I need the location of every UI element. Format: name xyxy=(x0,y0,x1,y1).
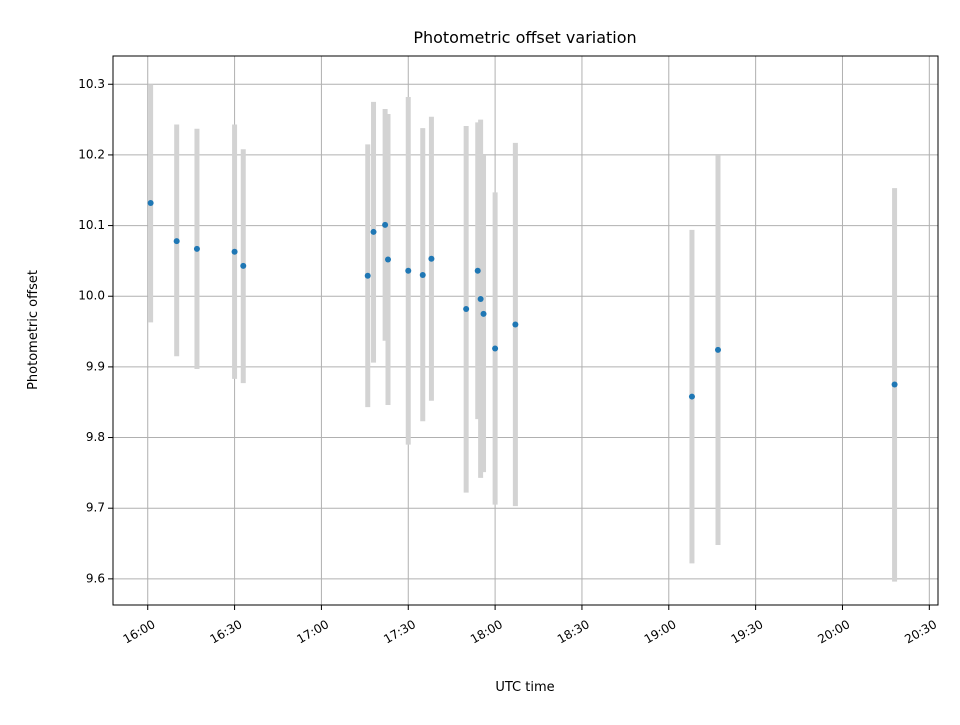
x-tick-label: 17:30 xyxy=(381,617,418,646)
data-point xyxy=(173,238,180,245)
x-tick-label: 20:30 xyxy=(902,617,939,646)
grid-layer xyxy=(113,56,938,605)
plot-frame xyxy=(112,55,939,606)
data-point xyxy=(715,346,721,353)
x-tick-label: 20:00 xyxy=(815,617,852,646)
y-tick-label: 9.7 xyxy=(86,501,105,515)
point-layer xyxy=(147,199,898,400)
x-tick-label: 19:00 xyxy=(642,617,679,646)
data-point xyxy=(428,255,435,262)
x-tick-label: 16:00 xyxy=(121,617,158,646)
data-point xyxy=(419,272,426,279)
x-tick-label: 18:00 xyxy=(468,617,505,646)
data-point xyxy=(147,199,154,206)
chart-title: Photometric offset variation xyxy=(413,28,636,47)
data-point xyxy=(474,267,481,274)
x-tick-label: 16:30 xyxy=(208,617,245,646)
x-axis-label: UTC time xyxy=(495,680,554,695)
data-point xyxy=(492,345,499,352)
data-point xyxy=(477,296,484,303)
data-point xyxy=(463,305,470,312)
y-tick-label: 10.3 xyxy=(78,77,105,91)
x-tick-label: 19:30 xyxy=(729,617,766,646)
x-tick-label: 17:00 xyxy=(294,617,331,646)
y-tick-label: 9.9 xyxy=(86,359,105,373)
data-point xyxy=(364,272,371,279)
errorbar-layer xyxy=(148,84,898,582)
data-point xyxy=(480,310,487,317)
y-tick-label: 10.2 xyxy=(78,147,105,161)
data-point xyxy=(382,221,389,228)
y-tick-label: 10.1 xyxy=(78,218,105,232)
data-point xyxy=(370,228,377,235)
data-point xyxy=(405,267,412,274)
x-tick-label: 18:30 xyxy=(555,617,592,646)
y-tick-label: 9.8 xyxy=(86,430,105,444)
data-point xyxy=(688,393,695,400)
y-tick-label: 9.6 xyxy=(86,571,105,585)
data-point xyxy=(193,245,200,252)
y-axis-label: Photometric offset xyxy=(26,270,41,390)
data-point xyxy=(385,256,391,263)
data-point xyxy=(512,321,519,328)
data-point xyxy=(240,262,247,269)
data-point xyxy=(231,248,238,255)
tick-layer: 16:00 16:30 17:00 17:30 18:00 18:30 19:00 19:30… xyxy=(78,77,939,647)
y-tick-label: 10.0 xyxy=(78,289,105,303)
data-point xyxy=(891,381,898,388)
